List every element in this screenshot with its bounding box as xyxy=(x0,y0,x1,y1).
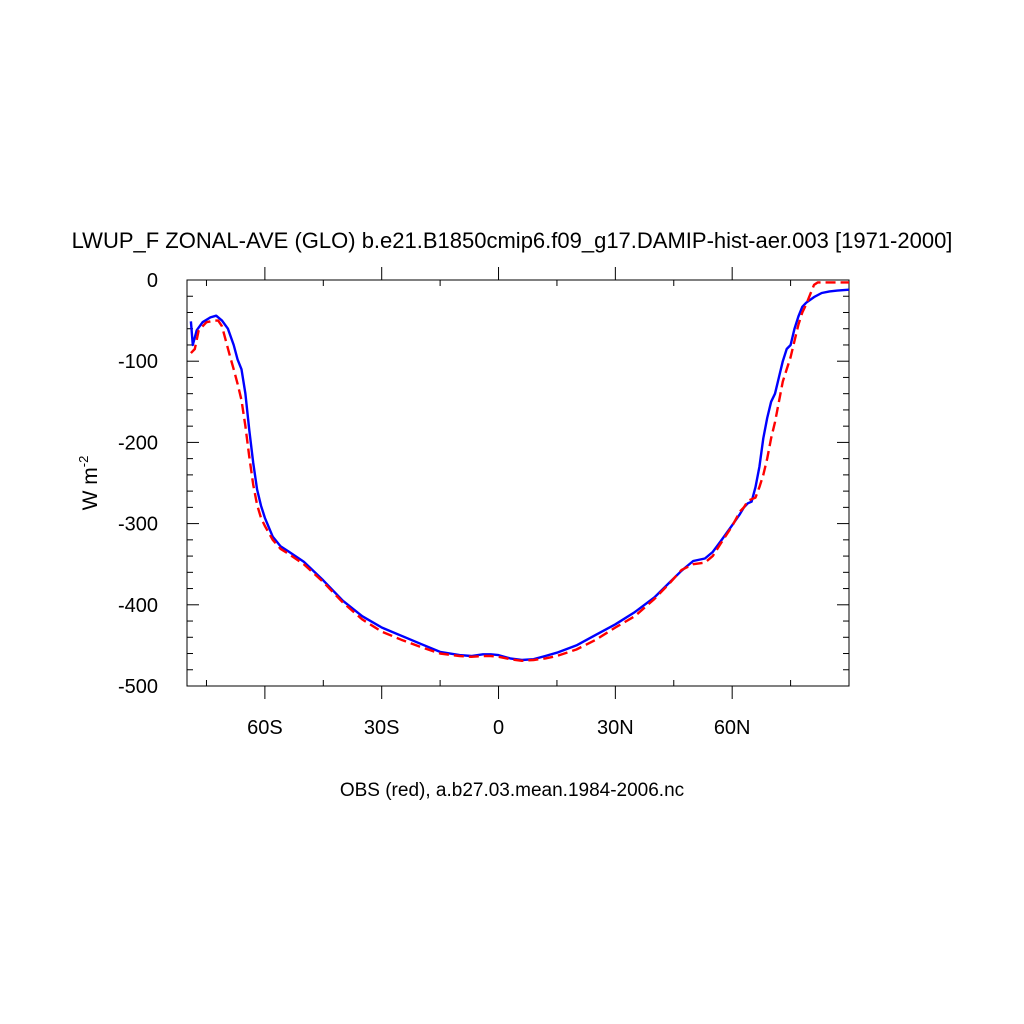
plot-frame xyxy=(186,279,850,687)
y-tick-label: -500 xyxy=(118,676,158,698)
y-tick-label: 0 xyxy=(147,270,158,292)
series-layer xyxy=(189,281,850,662)
series-line-1 xyxy=(189,288,850,662)
y-axis-label-base: W m xyxy=(79,467,102,510)
x-tick-label: 0 xyxy=(493,717,504,739)
x-tick-label: 60N xyxy=(714,717,751,739)
y-axis-label-exponent: -2 xyxy=(76,456,91,468)
y-axis-ticks: 0 -100 -200 -300 -400 -500 xyxy=(118,270,849,698)
x-axis-label: OBS (red), a.b27.03.mean.1984-2006.nc xyxy=(340,780,684,801)
y-tick-label: -300 xyxy=(118,514,158,536)
x-tick-label: 30N xyxy=(597,717,634,739)
chart-title: LWUP_F ZONAL-AVE (GLO) b.e21.B1850cmip6.… xyxy=(72,228,953,253)
minor-ticks xyxy=(187,280,849,686)
series-line-2 xyxy=(190,281,849,662)
y-tick-label: -100 xyxy=(118,351,158,373)
y-tick-label: -400 xyxy=(118,595,158,617)
plot-area xyxy=(186,279,850,687)
y-tick-label: -200 xyxy=(118,432,158,454)
x-tick-label: 60S xyxy=(247,717,283,739)
y-axis-label: W m-2 xyxy=(76,456,102,511)
x-axis-ticks: 60S 30S 0 30N 60N xyxy=(247,267,751,739)
x-tick-label: 30S xyxy=(364,717,400,739)
